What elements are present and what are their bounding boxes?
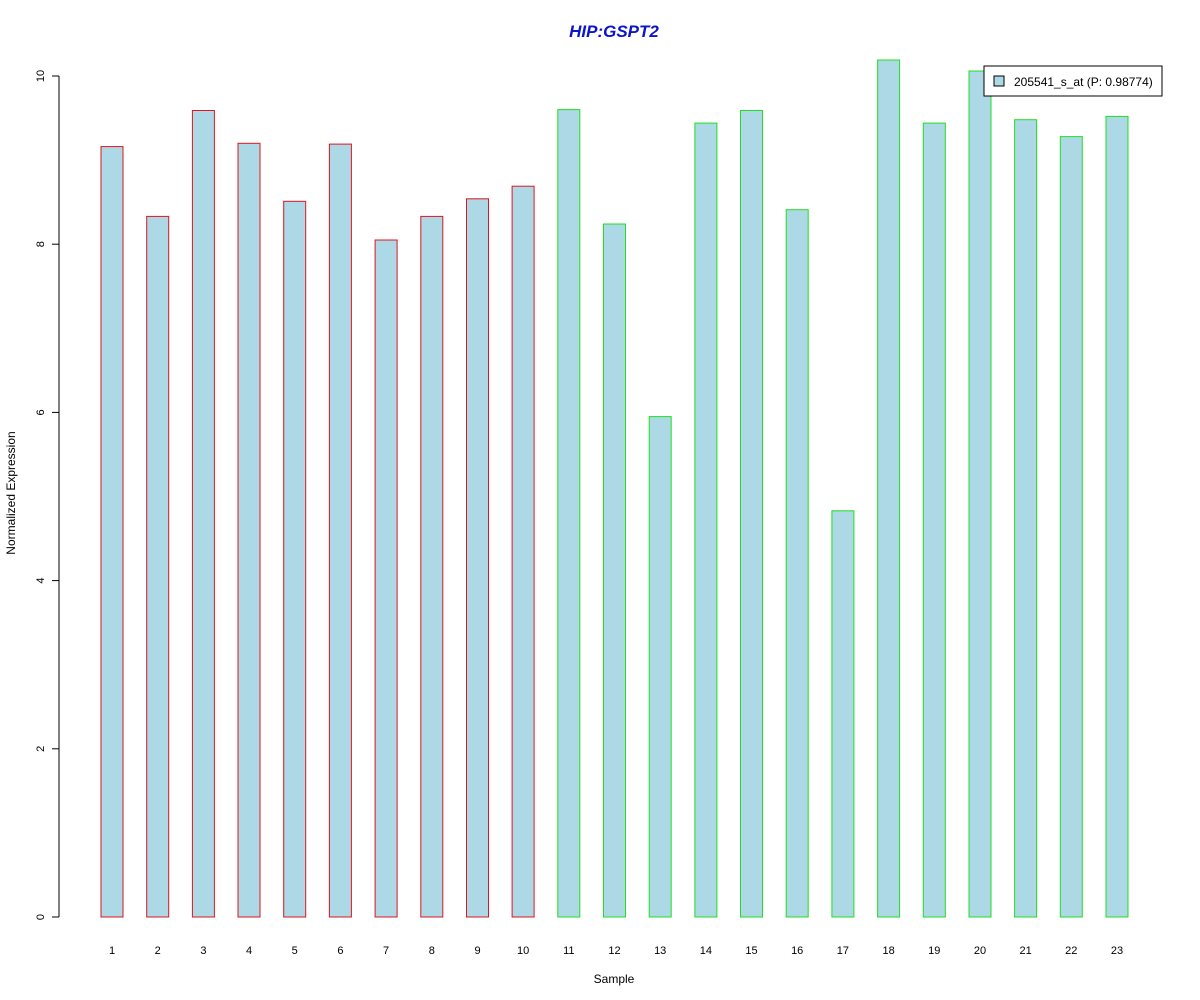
x-tick-label: 16 bbox=[791, 945, 803, 957]
bar-sample-20 bbox=[968, 70, 992, 918]
bar-sample-11 bbox=[557, 109, 581, 918]
y-tick-label: 8 bbox=[35, 241, 47, 247]
x-tick-label: 21 bbox=[1019, 945, 1031, 957]
x-tick-label: 22 bbox=[1065, 945, 1077, 957]
bar-sample-15 bbox=[740, 110, 763, 918]
chart-title: HIP:GSPT2 bbox=[569, 22, 659, 41]
x-axis-tick-labels: 1 2 3 4 5 6 7 8 9 10 11 12 13 14 15 16 17 18 19 20 21 22 23 bbox=[109, 945, 1123, 957]
x-tick-label: 12 bbox=[608, 945, 620, 957]
bar-sample-1 bbox=[100, 146, 124, 918]
y-tick-label: 4 bbox=[35, 578, 47, 584]
x-tick-label: 4 bbox=[246, 945, 252, 957]
x-tick-label: 23 bbox=[1111, 945, 1123, 957]
x-tick-label: 9 bbox=[474, 945, 480, 957]
y-axis: 0 2 4 6 8 10 bbox=[35, 70, 60, 920]
bar-sample-10 bbox=[511, 185, 535, 918]
x-tick-label: 20 bbox=[974, 945, 986, 957]
bar-sample-18 bbox=[877, 59, 901, 918]
bar-sample-13 bbox=[648, 416, 672, 918]
x-tick-label: 3 bbox=[200, 945, 206, 957]
x-tick-label: 19 bbox=[928, 945, 940, 957]
x-tick-label: 18 bbox=[882, 945, 894, 957]
x-tick-label: 10 bbox=[517, 945, 529, 957]
bar-sample-4 bbox=[237, 142, 261, 918]
legend: 205541_s_at (P: 0.98774) bbox=[983, 65, 1163, 97]
x-tick-label: 1 bbox=[109, 945, 115, 957]
bar-sample-7 bbox=[374, 239, 398, 918]
legend-swatch bbox=[993, 75, 1005, 87]
bar-sample-9 bbox=[466, 198, 489, 918]
legend-box bbox=[983, 65, 1163, 97]
x-tick-label: 5 bbox=[292, 945, 298, 957]
bar-sample-5 bbox=[283, 200, 307, 918]
x-tick-label: 15 bbox=[745, 945, 757, 957]
bar-sample-16 bbox=[785, 209, 809, 918]
y-axis-label: Normalized Expression bbox=[4, 431, 18, 554]
y-tick-label: 0 bbox=[35, 914, 47, 920]
bars bbox=[100, 59, 1129, 918]
x-tick-label: 13 bbox=[654, 945, 666, 957]
x-tick-label: 8 bbox=[429, 945, 435, 957]
y-tick-label: 10 bbox=[35, 70, 47, 82]
bar-sample-22 bbox=[1059, 136, 1083, 918]
x-tick-label: 7 bbox=[383, 945, 389, 957]
x-tick-label: 11 bbox=[563, 945, 574, 957]
bar-sample-12 bbox=[603, 223, 626, 918]
y-tick-label: 6 bbox=[35, 409, 47, 415]
x-axis-label: Sample bbox=[594, 972, 635, 986]
bar-sample-21 bbox=[1014, 119, 1038, 918]
bar-sample-17 bbox=[831, 510, 855, 918]
x-tick-label: 17 bbox=[837, 945, 849, 957]
bar-sample-8 bbox=[420, 215, 444, 918]
bar-sample-14 bbox=[694, 122, 718, 918]
x-tick-label: 14 bbox=[700, 945, 712, 957]
bar-sample-3 bbox=[191, 110, 215, 918]
x-tick-label: 6 bbox=[337, 945, 343, 957]
bar-sample-6 bbox=[328, 143, 352, 918]
bar-sample-2 bbox=[146, 215, 170, 918]
bar-sample-19 bbox=[922, 122, 946, 918]
y-tick-label: 2 bbox=[35, 746, 47, 752]
legend-label: 205541_s_at (P: 0.98774) bbox=[1014, 75, 1153, 89]
x-tick-label: 2 bbox=[155, 945, 161, 957]
bar-sample-23 bbox=[1105, 115, 1129, 918]
